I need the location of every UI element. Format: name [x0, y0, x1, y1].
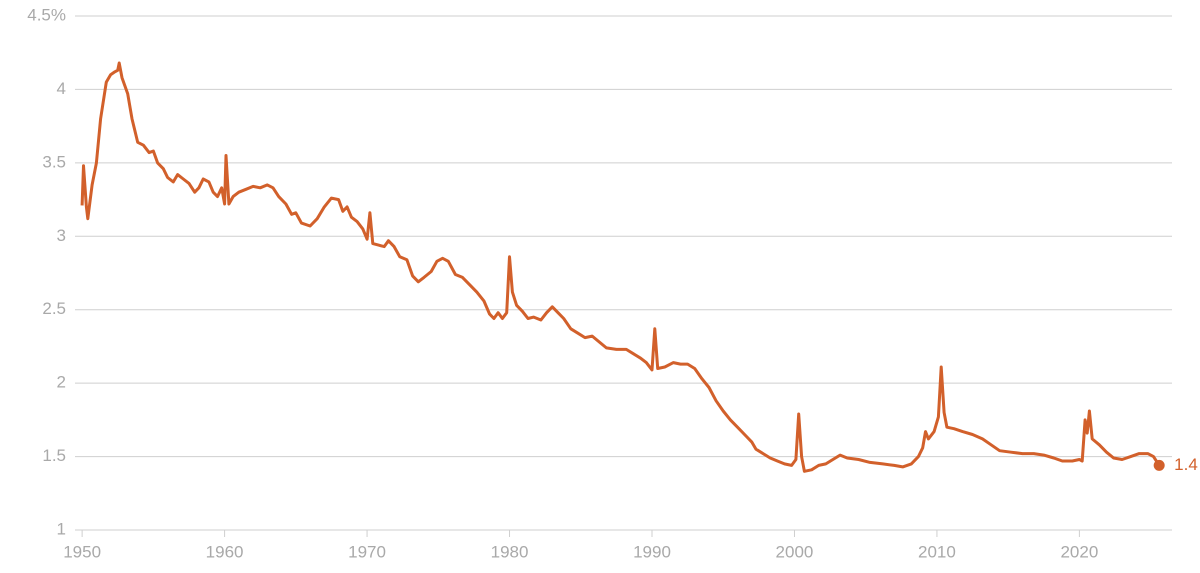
end-dot: [1153, 459, 1165, 471]
x-tick-label: 1970: [348, 542, 386, 561]
y-tick-label: 3: [57, 226, 66, 245]
y-tick-label: 2.5: [42, 299, 66, 318]
x-tick-label: 2020: [1060, 542, 1098, 561]
end-label: 1.4: [1174, 455, 1198, 474]
line: [80, 61, 1161, 473]
y-tick-label: 2: [57, 373, 66, 392]
y-tick-label: 1: [57, 519, 66, 538]
x-tick-label: 1980: [491, 542, 529, 561]
y-tick-label: 4: [57, 79, 66, 98]
x-tick-label: 2010: [918, 542, 956, 561]
y-tick-label: 1.5: [42, 446, 66, 465]
x-tick-label: 1950: [63, 542, 101, 561]
x-tick-label: 2000: [776, 542, 814, 561]
x-tick-label: 1990: [633, 542, 671, 561]
y-tick-label: 4.5%: [27, 5, 66, 24]
y-tick-label: 3.5: [42, 152, 66, 171]
x-tick-label: 1960: [206, 542, 244, 561]
